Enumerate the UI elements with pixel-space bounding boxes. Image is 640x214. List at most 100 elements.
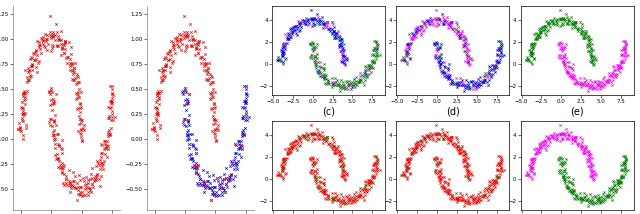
Point [583, 204, 593, 207]
Point [295, 138, 305, 142]
Point [596, 83, 607, 87]
Point [236, 155, 246, 159]
Point [358, 80, 368, 83]
Point [184, 142, 194, 145]
Point [280, 42, 291, 46]
Point [566, 189, 577, 193]
Point [326, 76, 337, 79]
Point [182, 102, 192, 105]
Point [74, 114, 84, 118]
Point [108, 92, 118, 96]
Point [423, 133, 433, 136]
Point [406, 153, 416, 156]
Point [523, 57, 533, 61]
Point [453, 145, 463, 148]
Point [327, 147, 337, 151]
Point [547, 134, 557, 137]
Point [334, 81, 344, 85]
Point [235, 144, 245, 148]
Point [561, 127, 571, 131]
Point [619, 169, 629, 172]
Point [208, 87, 218, 91]
Point [598, 197, 609, 201]
Point [241, 92, 252, 95]
Point [320, 75, 330, 78]
Point [491, 174, 501, 177]
Point [463, 58, 473, 62]
Point [580, 79, 591, 82]
Point [570, 25, 580, 28]
Point [49, 120, 59, 123]
Point [527, 62, 537, 66]
Point [18, 106, 28, 110]
Point [310, 161, 321, 165]
Point [557, 162, 568, 165]
Point [465, 200, 475, 204]
Point [453, 140, 463, 144]
Point [526, 60, 536, 64]
Point [210, 105, 220, 108]
Point [209, 103, 219, 106]
Point [372, 162, 382, 165]
Point [529, 56, 540, 59]
Point [587, 201, 597, 205]
Point [157, 66, 167, 70]
Point [298, 134, 308, 137]
Point [312, 12, 323, 16]
Point [582, 45, 593, 48]
Point [478, 80, 488, 83]
Point [239, 133, 249, 136]
Point [576, 33, 586, 36]
Point [545, 140, 555, 143]
Point [312, 167, 322, 170]
Point [300, 137, 310, 140]
Point [492, 61, 502, 64]
Point [562, 22, 572, 25]
Point [461, 162, 472, 166]
Point [431, 162, 441, 166]
Point [578, 151, 588, 155]
Point [330, 83, 340, 86]
Point [349, 195, 359, 198]
Point [202, 170, 212, 174]
Point [580, 148, 590, 151]
Point [608, 185, 618, 189]
Point [52, 157, 63, 160]
Point [534, 150, 544, 154]
Point [525, 168, 536, 172]
Point [443, 190, 453, 194]
Point [447, 27, 458, 31]
Point [338, 202, 348, 205]
Point [291, 139, 301, 142]
Point [401, 51, 411, 55]
Point [556, 54, 566, 57]
Point [485, 189, 495, 193]
Point [580, 37, 590, 40]
Point [370, 47, 380, 50]
Point [479, 78, 490, 81]
Point [472, 198, 483, 202]
Point [533, 34, 543, 38]
Point [344, 79, 354, 82]
Point [575, 191, 586, 194]
Point [328, 81, 338, 85]
Point [38, 44, 49, 48]
Point [298, 19, 308, 22]
Point [186, 43, 196, 47]
Point [184, 33, 194, 37]
Point [471, 80, 481, 83]
Point [460, 43, 470, 47]
Point [367, 180, 377, 184]
Point [439, 60, 449, 64]
Point [199, 61, 209, 65]
Point [492, 182, 502, 185]
Point [538, 26, 548, 29]
Point [435, 46, 445, 49]
Point [316, 134, 326, 138]
Point [483, 75, 493, 79]
Point [490, 63, 500, 67]
Point [415, 31, 426, 34]
Point [371, 163, 381, 167]
Point [480, 193, 490, 196]
Point [412, 25, 422, 28]
